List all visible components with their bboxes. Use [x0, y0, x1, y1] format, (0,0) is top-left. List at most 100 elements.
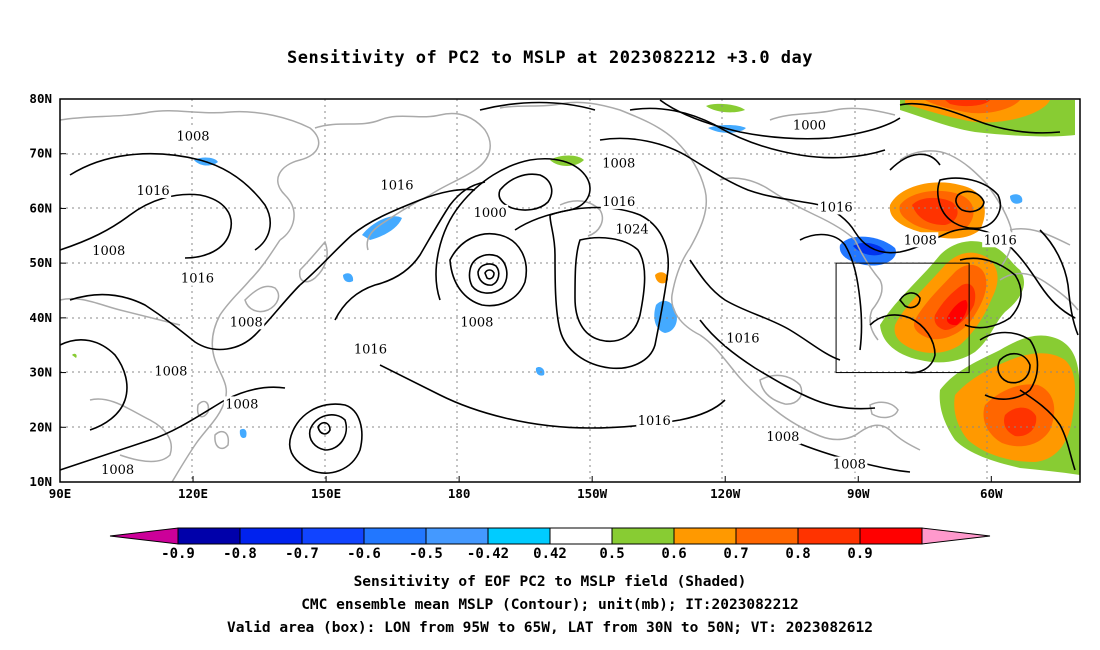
latitude-label: 60N [29, 200, 52, 215]
longitude-label: 120E [178, 486, 208, 501]
colorbar-label: 0.42 [533, 546, 567, 562]
colorbar-segment [239, 527, 303, 545]
contour-label-background [179, 270, 216, 286]
contour-label: 1016 [820, 200, 853, 215]
colorbar-label: 0.7 [723, 546, 748, 562]
negative-sensitivity-patch [239, 428, 247, 439]
contour-label-background [902, 232, 939, 248]
valid-area-box [835, 262, 970, 374]
contour-label-background [472, 204, 509, 220]
contour-label-background [99, 462, 136, 478]
contour-label-background [831, 456, 868, 472]
contour-label: 1008 [602, 157, 635, 172]
contour-label: 1008 [176, 129, 209, 144]
positive-sensitivity-patch [912, 197, 958, 225]
contour-label: 1024 [616, 222, 649, 237]
contour-label: 1008 [154, 365, 187, 380]
colorbar-label: 0.8 [785, 546, 810, 562]
contour-label-background [724, 330, 761, 346]
longitude-label: 90W [847, 486, 870, 501]
negative-sensitivity-patch [362, 216, 402, 240]
contour-label: 1008 [230, 315, 263, 330]
colorbar-label: -0.6 [347, 546, 381, 562]
latitude-label: 50N [29, 255, 52, 270]
longitude-label: 60W [980, 486, 1003, 501]
colorbar-label: 0.6 [661, 546, 686, 562]
contour-label-background [175, 128, 212, 144]
contour-label: 1008 [101, 463, 134, 478]
contour-label-background [135, 183, 172, 199]
contour-label: 1000 [793, 118, 826, 133]
colorbar-segment [735, 527, 799, 545]
contour-label-background [223, 396, 260, 412]
contour-label: 1000 [474, 206, 507, 221]
positive-sensitivity-patch [925, 100, 1020, 114]
negative-sensitivity-patch [1010, 194, 1023, 204]
colorbar-segment [797, 527, 861, 545]
contour-label: 1008 [833, 458, 866, 473]
contour-label-background [818, 199, 855, 215]
colorbar-upper-extension [921, 527, 991, 545]
latitude-labels: 80N 70N 60N 50N 40N 30N 20N 10N [29, 91, 66, 489]
contour-label-background [458, 314, 495, 330]
contour-label: 1008 [92, 244, 125, 259]
contour-label-background [764, 429, 801, 445]
negative-sensitivity-patch [853, 242, 886, 256]
contour-label: 1016 [726, 332, 759, 347]
contour-label-background [791, 117, 828, 133]
positive-sensitivity-patch [72, 353, 77, 358]
contour-label: 1016 [380, 179, 413, 194]
longitude-labels: 90E 120E 150E 180 150W 120W 90W 60W [49, 476, 1003, 501]
contour-label: 1016 [984, 233, 1017, 248]
contour-label-background [352, 341, 389, 357]
contour-label: 1008 [904, 233, 937, 248]
latitude-label: 20N [29, 419, 52, 434]
contour-label: 1016 [181, 272, 214, 287]
colorbar-label: -0.9 [161, 546, 195, 562]
colorbar-segment [301, 527, 365, 545]
contour-label: 1008 [225, 397, 258, 412]
negative-sensitivity-patch [535, 366, 545, 376]
positive-sensitivity-patch [946, 300, 968, 326]
longitude-label: 150E [311, 486, 341, 501]
positive-sensitivity-patch [706, 103, 745, 113]
longitude-label: 120W [710, 486, 741, 501]
colorbar-segment [425, 527, 489, 545]
positive-sensitivity-patch [550, 155, 584, 166]
contour-label-background [90, 243, 127, 259]
negative-sensitivity-patch [343, 273, 354, 283]
colorbar-segment [487, 527, 551, 545]
colorbar-label: -0.42 [467, 546, 509, 562]
contour-labels: 1008 1016 1008 1016 1008 1016 1008 1008 1008 1016… [90, 117, 1019, 478]
contour-label-background [152, 363, 189, 379]
contour-label-background [982, 232, 1019, 248]
latitude-label: 10N [29, 474, 52, 489]
caption-contour: CMC ensemble mean MSLP (Contour); unit(m… [301, 597, 799, 613]
positive-sensitivity-patch [655, 272, 668, 284]
colorbar-label: 0.9 [847, 546, 872, 562]
longitude-label: 180 [448, 486, 471, 501]
colorbar-segment [363, 527, 427, 545]
contour-label-background [379, 177, 416, 193]
latitude-label: 80N [29, 91, 52, 106]
contour-label-background [600, 193, 637, 209]
contour-label-background [600, 155, 637, 171]
colorbar-segment [859, 527, 923, 545]
contour-label: 1008 [766, 430, 799, 445]
sensitivity-shading [72, 100, 1080, 475]
colorbar-label: -0.8 [223, 546, 257, 562]
positive-sensitivity-patch [945, 100, 990, 107]
contour-label: 1016 [137, 184, 170, 199]
map-frame [59, 98, 1081, 483]
colorbar-label: 0.5 [599, 546, 624, 562]
contour-label: 1016 [354, 343, 387, 358]
latitude-label: 70N [29, 146, 52, 161]
colorbar-segment [177, 527, 241, 545]
contour-label: 1016 [602, 195, 635, 210]
contour-label-background [614, 221, 651, 237]
colorbar-lower-extension [109, 527, 179, 545]
positive-sensitivity-patch [1004, 407, 1037, 437]
colorbar-segment [549, 527, 613, 545]
contour-label: 1016 [638, 414, 671, 429]
